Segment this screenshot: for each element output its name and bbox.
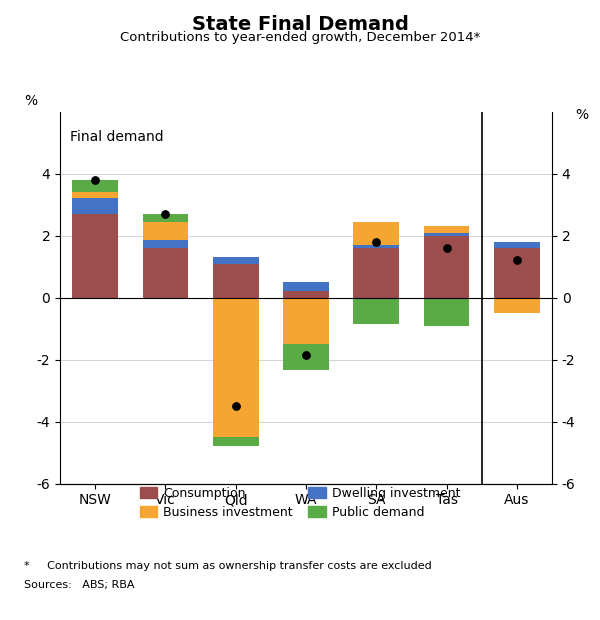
Point <box>231 401 241 411</box>
Bar <box>494 242 540 248</box>
Bar <box>424 236 469 298</box>
Text: State Final Demand: State Final Demand <box>191 16 409 35</box>
Bar <box>424 298 469 326</box>
Bar <box>283 298 329 344</box>
Legend: Consumption, Business investment, Dwelling investment, Public demand: Consumption, Business investment, Dwelli… <box>134 482 466 524</box>
Y-axis label: %: % <box>24 94 37 108</box>
Bar <box>353 245 399 248</box>
Bar <box>143 240 188 248</box>
Point <box>512 255 521 265</box>
Bar <box>143 214 188 222</box>
Text: Final demand: Final demand <box>70 130 163 144</box>
Y-axis label: %: % <box>575 108 588 122</box>
Bar <box>213 264 259 298</box>
Text: Sources:   ABS; RBA: Sources: ABS; RBA <box>24 580 134 590</box>
Bar <box>73 214 118 298</box>
Bar <box>213 298 259 437</box>
Point <box>161 209 170 219</box>
Bar <box>73 180 118 192</box>
Bar <box>143 221 188 240</box>
Bar <box>353 222 399 245</box>
Point <box>442 243 451 253</box>
Bar <box>283 344 329 371</box>
Bar <box>283 282 329 291</box>
Bar <box>73 198 118 214</box>
Bar <box>213 257 259 264</box>
Bar <box>353 248 399 298</box>
Point <box>301 350 311 360</box>
Bar <box>494 248 540 298</box>
Text: Contributions to year-ended growth, December 2014*: Contributions to year-ended growth, Dece… <box>120 31 480 44</box>
Bar <box>353 298 399 324</box>
Point <box>371 237 381 247</box>
Bar <box>213 437 259 446</box>
Text: *     Contributions may not sum as ownership transfer costs are excluded: * Contributions may not sum as ownership… <box>24 561 432 571</box>
Point <box>91 175 100 185</box>
Bar <box>143 248 188 298</box>
Bar <box>424 226 469 232</box>
Bar <box>73 192 118 198</box>
Bar <box>494 298 540 313</box>
Bar <box>283 291 329 298</box>
Bar <box>424 232 469 236</box>
